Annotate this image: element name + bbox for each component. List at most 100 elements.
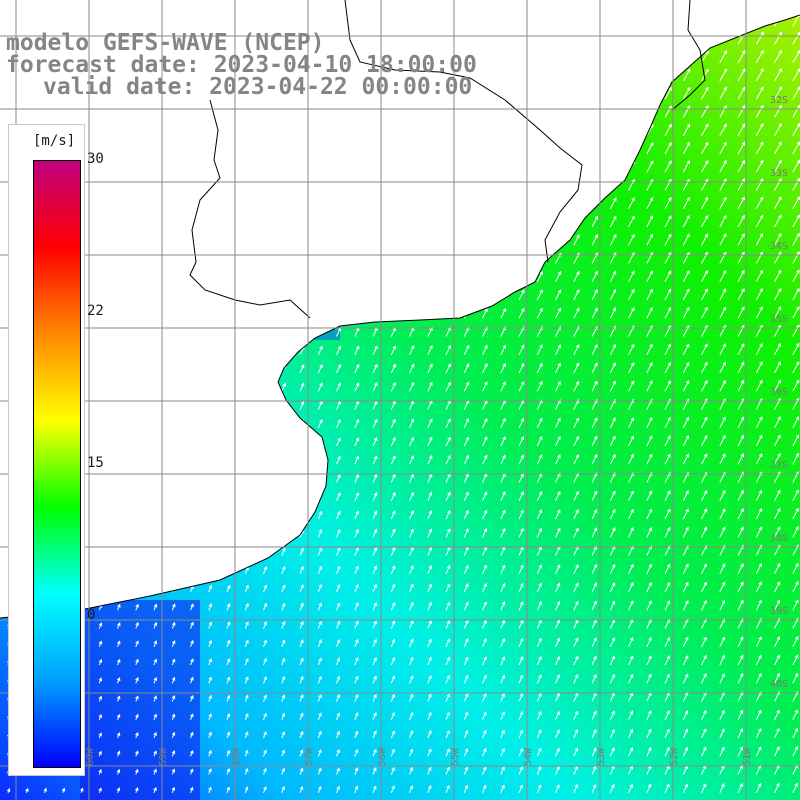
wind-arrow	[646, 196, 654, 210]
wind-arrow	[609, 508, 616, 520]
wind-arrow	[263, 456, 268, 465]
wind-arrow	[190, 346, 195, 356]
wind-arrow	[117, 200, 122, 210]
wind-arrow	[98, 402, 103, 410]
wind-arrow	[482, 747, 487, 757]
wind-arrow	[153, 676, 157, 684]
wind-arrow	[427, 785, 432, 793]
wind-arrow	[263, 236, 269, 246]
wind-arrow	[518, 527, 524, 538]
wind-arrow	[317, 107, 324, 118]
wind-arrow	[409, 638, 414, 648]
wind-arrow	[482, 454, 488, 465]
wind-arrow	[263, 126, 269, 137]
wind-arrow	[153, 310, 158, 319]
wind-arrow	[755, 379, 763, 392]
wind-arrow	[281, 272, 287, 283]
wind-arrow	[573, 289, 580, 301]
wind-arrow	[719, 343, 726, 356]
wind-arrow	[774, 31, 783, 45]
wind-arrow	[573, 454, 579, 465]
wind-arrow	[226, 492, 231, 501]
wind-arrow	[281, 712, 286, 720]
wind-arrow	[117, 457, 121, 465]
wind-arrow	[591, 0, 599, 9]
wind-arrow	[628, 32, 636, 45]
wind-arrow	[208, 163, 214, 173]
wind-arrow	[719, 361, 726, 374]
wind-arrow	[664, 306, 672, 319]
wind-arrow	[719, 214, 727, 228]
wind-arrow	[445, 363, 451, 374]
wind-arrow	[591, 362, 598, 374]
wind-arrow	[628, 508, 634, 520]
wind-arrow	[336, 345, 341, 356]
wind-arrow	[482, 601, 487, 611]
wind-arrow	[719, 269, 727, 283]
wind-arrow	[792, 709, 799, 721]
wind-arrow	[171, 218, 177, 228]
wind-arrow	[153, 145, 159, 155]
wind-arrow	[208, 16, 214, 27]
wind-arrow	[98, 255, 104, 264]
wind-arrow	[664, 636, 670, 648]
wind-arrow	[445, 0, 453, 9]
wind-arrow	[116, 677, 121, 684]
wind-arrow	[135, 401, 140, 410]
wind-arrow	[208, 713, 212, 720]
wind-arrow	[536, 564, 542, 575]
wind-arrow	[555, 160, 562, 173]
wind-arrow	[409, 565, 414, 575]
wind-arrow	[518, 124, 525, 137]
wind-arrow	[682, 746, 688, 757]
wind-arrow	[628, 417, 635, 429]
wind-arrow	[336, 602, 341, 611]
wind-arrow	[463, 564, 469, 575]
wind-arrow	[591, 563, 597, 575]
wind-arrow	[317, 180, 324, 191]
wind-arrow	[555, 289, 562, 301]
wind-arrow	[135, 695, 139, 702]
wind-arrow	[226, 419, 231, 429]
wind-arrow	[427, 528, 433, 538]
wind-arrow	[208, 383, 213, 392]
wind-arrow	[682, 196, 690, 210]
wind-arrow	[774, 0, 782, 9]
wind-arrow	[609, 710, 615, 721]
wind-arrow	[263, 602, 268, 611]
wind-arrow	[628, 600, 634, 611]
wind-arrow	[628, 728, 634, 739]
wind-arrow	[427, 271, 433, 283]
wind-arrow	[226, 236, 232, 246]
wind-arrow	[372, 492, 378, 502]
wind-arrow	[317, 584, 323, 593]
wind-arrow	[409, 308, 415, 319]
wind-arrow	[482, 344, 488, 356]
wind-arrow	[737, 782, 743, 794]
wind-arrow	[719, 563, 726, 575]
wind-arrow	[500, 32, 507, 45]
wind-arrow	[226, 199, 232, 210]
wind-arrow	[171, 0, 178, 9]
wind-arrow	[774, 86, 782, 100]
wind-arrow	[80, 787, 84, 793]
wind-arrow	[609, 270, 617, 283]
wind-arrow	[98, 347, 103, 355]
wind-arrow	[336, 272, 342, 283]
wind-arrow	[116, 640, 121, 647]
wind-arrow	[664, 581, 671, 593]
wind-arrow	[628, 655, 634, 666]
wind-arrow	[116, 695, 121, 702]
wind-arrow	[792, 782, 798, 794]
wind-arrow	[409, 510, 414, 520]
wind-arrow	[646, 710, 652, 721]
wind-arrow	[317, 602, 322, 611]
wind-arrow	[226, 731, 231, 739]
wind-arrow	[609, 380, 616, 392]
wind-arrow	[500, 197, 507, 210]
wind-arrow	[390, 656, 396, 666]
wind-arrow	[299, 400, 305, 410]
wind-arrow	[500, 491, 506, 502]
wind-arrow	[98, 512, 103, 520]
wind-arrow	[555, 435, 561, 447]
